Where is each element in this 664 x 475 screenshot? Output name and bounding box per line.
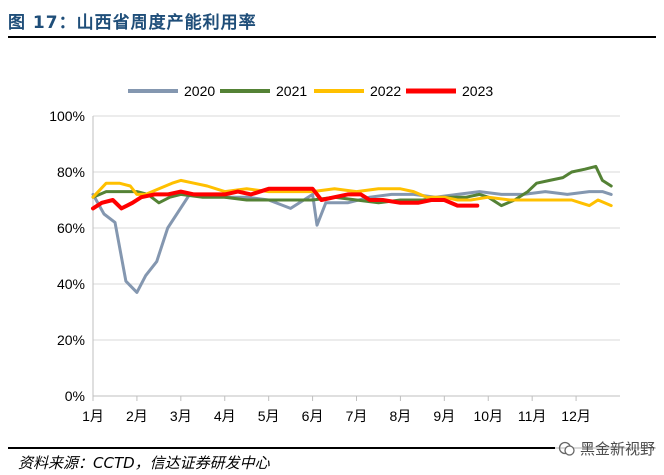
legend-label-2023: 2023 (462, 83, 493, 99)
x-tick-label: 4月 (214, 408, 236, 424)
source-note: 资料来源：CCTD，信达证券研发中心 (18, 454, 270, 472)
wechat-icon (558, 441, 575, 456)
x-tick-label: 5月 (258, 408, 280, 424)
x-tick-label: 1月 (82, 408, 104, 424)
watermark-text: 黑金新视野 (579, 440, 655, 458)
figure-title: 图 17：山西省周度产能利用率 (8, 13, 257, 33)
figure-title-row: 图 17：山西省周度产能利用率 (8, 8, 656, 34)
title-divider (8, 36, 656, 38)
y-tick-label: 80% (57, 164, 85, 180)
legend-label-2022: 2022 (370, 83, 401, 99)
chart-legend: 2020 2021 2022 2023 (128, 83, 493, 99)
x-tick-label: 10月 (473, 408, 503, 424)
y-tick-label: 20% (57, 332, 85, 348)
series-line-2023 (91, 186, 480, 211)
series-line-2022 (91, 178, 613, 208)
line-chart: 0% 20% 40% 60% 80% 100% 1月 2月 3月 4月 5月 6月 7月 8月 9月 10月 1… (49, 83, 620, 424)
source-divider (8, 447, 656, 449)
x-tick-label: 7月 (346, 408, 368, 424)
series-line-2020 (91, 190, 613, 294)
legend-label-2021: 2021 (276, 83, 307, 99)
y-tick-label: 0% (65, 388, 85, 404)
x-tick-label: 11月 (518, 408, 547, 424)
legend-label-2020: 2020 (184, 83, 215, 99)
x-tick-label: 12月 (561, 408, 591, 424)
x-tick-label: 3月 (170, 408, 192, 424)
chart-axes: 0% 20% 40% 60% 80% 100% 1月 2月 3月 4月 5月 6月 7月 8月 9月 10月 1… (49, 108, 620, 424)
chart-series (91, 164, 613, 294)
x-tick-label: 9月 (433, 408, 455, 424)
x-tick-label: 2月 (126, 408, 148, 424)
watermark: 黑金新视野 (554, 437, 658, 460)
y-tick-label: 100% (49, 108, 85, 124)
y-tick-label: 60% (57, 220, 85, 236)
x-tick-label: 8月 (390, 408, 412, 424)
chart-gridlines (93, 115, 620, 341)
y-tick-label: 40% (57, 276, 85, 292)
x-tick-label: 6月 (302, 408, 324, 424)
